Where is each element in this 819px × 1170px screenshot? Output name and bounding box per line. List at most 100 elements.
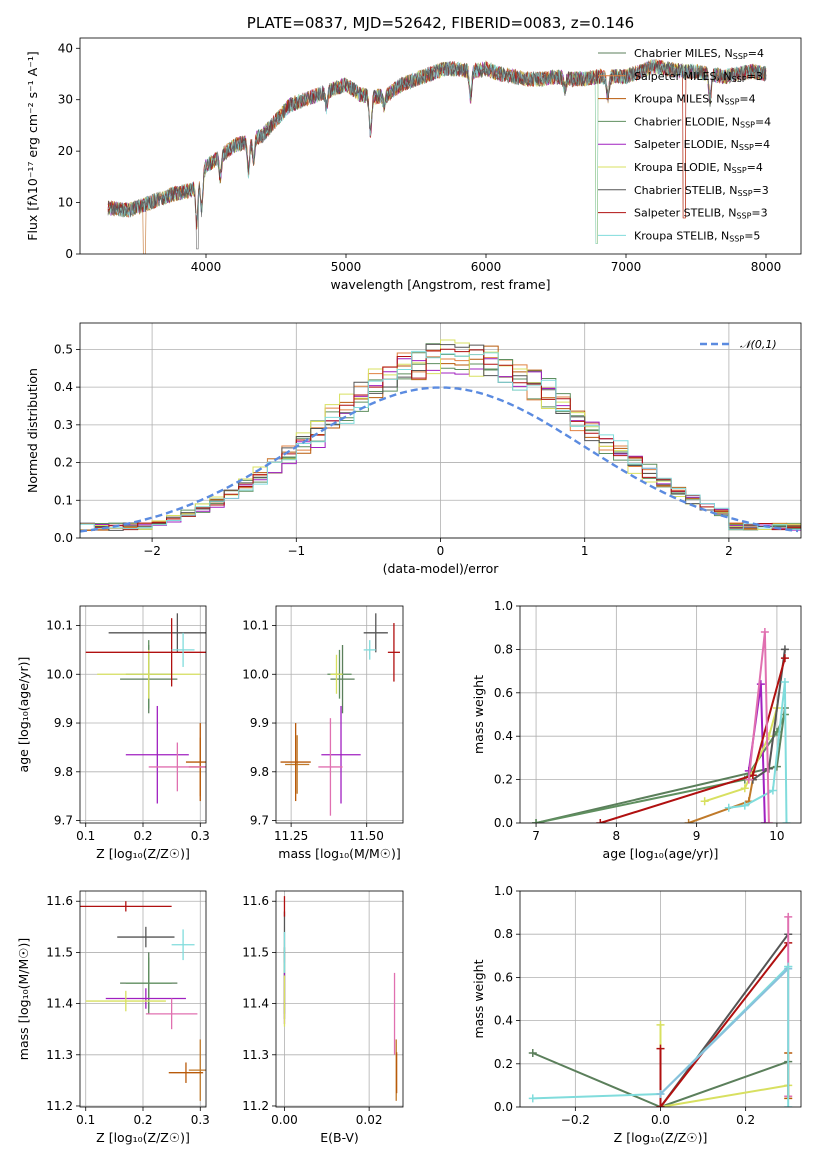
- axes-mass-vs-Z: 0.1 0.2 0.3 11.2 11.3 11.4 11.5 11.6: [46, 891, 210, 1127]
- legend-label: Kroupa MILES, NSSP=4: [634, 93, 756, 107]
- x-tick-label: 0.3: [191, 829, 210, 843]
- spectrum-series-line: [107, 59, 767, 244]
- x-axis-label: Z [log₁₀(Z/Z☉)]: [96, 1130, 190, 1145]
- weight-marker: [528, 1094, 537, 1103]
- weight-marker: [784, 962, 793, 971]
- weight-marker: [656, 1103, 665, 1107]
- legend-text: Chabrier STELIB, N: [634, 184, 738, 197]
- y-tick-label: 0: [65, 247, 73, 261]
- weight-marker: [700, 797, 709, 806]
- legend-text: Salpeter ELODIE, N: [634, 138, 739, 151]
- weight-series-line: [535, 714, 786, 823]
- legend-label: Kroupa ELODIE, NSSP=4: [634, 161, 763, 175]
- chart-title: PLATE=0837, MJD=52642, FIBERID=0083, z=0…: [247, 14, 634, 32]
- errorbar-group: [280, 613, 400, 816]
- x-tick-label: 8: [613, 829, 621, 843]
- y-tick-label: 11.2: [46, 1099, 73, 1113]
- weight-marker: [782, 819, 791, 823]
- x-tick-label: 11.50: [350, 829, 384, 843]
- legend-suffix: =3: [753, 184, 769, 197]
- weight-marker: [780, 677, 789, 686]
- errorbar-group: [85, 613, 206, 804]
- legend-subscript: SSP: [729, 234, 744, 243]
- y-tick-label: 0.4: [54, 380, 73, 394]
- weight-series-line: [659, 968, 789, 1095]
- legend-suffix: =4: [755, 115, 771, 128]
- x-tick-label: 7: [532, 829, 540, 843]
- y-axis-label: age [log₁₀(age/yr)]: [16, 657, 31, 773]
- x-tick-label: 0.0: [651, 1113, 670, 1127]
- weight-marker: [740, 784, 749, 793]
- y-tick-label: 0.8: [494, 642, 513, 656]
- y-tick-label: 10: [58, 196, 73, 210]
- x-axis-label: (data-model)/error: [383, 561, 500, 576]
- y-tick-label: 1.0: [494, 599, 513, 613]
- y-tick-label: 20: [58, 144, 73, 158]
- legend-label: Chabrier MILES, NSSP=4: [634, 47, 764, 61]
- y-tick-label: 0.6: [494, 970, 513, 984]
- x-axis-label: wavelength [Angstrom, rest frame]: [330, 277, 550, 292]
- weight-series-line: [659, 942, 789, 1107]
- legend-label: Salpeter ELODIE, NSSP=4: [634, 138, 770, 152]
- x-tick-label: 5000: [331, 260, 362, 274]
- plot-frame-weight-vs-Z: [519, 890, 802, 1108]
- axes-age-vs-mass: 11.25 11.50 9.7 9.8 9.9 10.0 10.1: [242, 606, 403, 843]
- y-tick-label: 11.3: [242, 1048, 269, 1062]
- legend-subscript: SSP: [740, 120, 755, 129]
- y-tick-label: 11.6: [242, 894, 269, 908]
- legend-suffix: =5: [744, 229, 760, 242]
- y-tick-label: 0.2: [494, 773, 513, 787]
- y-tick-label: 10.1: [242, 619, 269, 633]
- x-tick-label: 0.00: [271, 1113, 298, 1127]
- spectrum-series-line: [107, 59, 767, 254]
- legend-suffix: =3: [751, 207, 767, 220]
- x-tick-label: 4000: [191, 260, 222, 274]
- legend-subscript: SSP: [736, 212, 751, 221]
- y-tick-label: 11.3: [46, 1048, 73, 1062]
- weight-marker: [528, 1049, 537, 1057]
- weight-marker: [656, 1020, 665, 1029]
- x-tick-label: 1: [581, 544, 589, 558]
- y-tick-label: 9.8: [250, 765, 269, 779]
- plot-frame-mass-vs-ebv: [275, 890, 404, 1108]
- line-series-group: [528, 912, 793, 1107]
- plot-frame-residuals: [79, 322, 802, 539]
- y-tick-label: 10.0: [242, 667, 269, 681]
- legend-label: Salpeter MILES, NSSP=3: [634, 70, 763, 84]
- x-tick-label: 0.1: [76, 829, 95, 843]
- x-tick-label: 10: [769, 829, 784, 843]
- weight-marker: [764, 764, 773, 773]
- axes-spectrum: 4000 5000 6000 7000 8000 0 10 20 30 40: [58, 41, 782, 274]
- weight-marker: [532, 819, 541, 823]
- legend-text: Kroupa STELIB, N: [634, 229, 729, 242]
- plot-frame-age-vs-mass: [275, 605, 404, 824]
- y-tick-label: 9.9: [250, 716, 269, 730]
- x-tick-label: 0.02: [356, 1113, 383, 1127]
- spectrum-series-line: [107, 60, 767, 250]
- x-tick-label: 0.2: [133, 829, 152, 843]
- weight-marker: [596, 819, 605, 823]
- legend-text: Salpeter MILES, N: [634, 70, 732, 83]
- y-tick-label: 11.2: [242, 1099, 269, 1113]
- weight-marker: [724, 803, 733, 812]
- y-tick-label: 0.2: [54, 456, 73, 470]
- weight-marker: [764, 819, 773, 823]
- y-tick-label: 30: [58, 93, 73, 107]
- weight-marker: [784, 912, 793, 921]
- y-tick-label: 0.5: [54, 342, 73, 356]
- x-axis-label: age [log₁₀(age/yr)]: [603, 846, 719, 861]
- y-tick-label: 0.8: [494, 927, 513, 941]
- y-tick-label: 0.4: [494, 729, 513, 743]
- x-tick-label: 6000: [471, 260, 502, 274]
- legend-label: 𝒩(0,1): [740, 338, 777, 351]
- axes-weight-vs-age: 7 8 9 10 0.0 0.2 0.4 0.6 0.8 1.0: [494, 599, 801, 843]
- weight-marker: [780, 645, 789, 654]
- plot-frame-weight-vs-age: [519, 605, 802, 824]
- y-axis-label: mass weight: [471, 959, 486, 1038]
- weight-marker: [772, 762, 781, 771]
- y-tick-label: 0.0: [494, 1100, 513, 1114]
- weight-marker: [768, 786, 777, 795]
- weight-marker: [684, 819, 693, 823]
- y-tick-label: 9.7: [54, 814, 73, 828]
